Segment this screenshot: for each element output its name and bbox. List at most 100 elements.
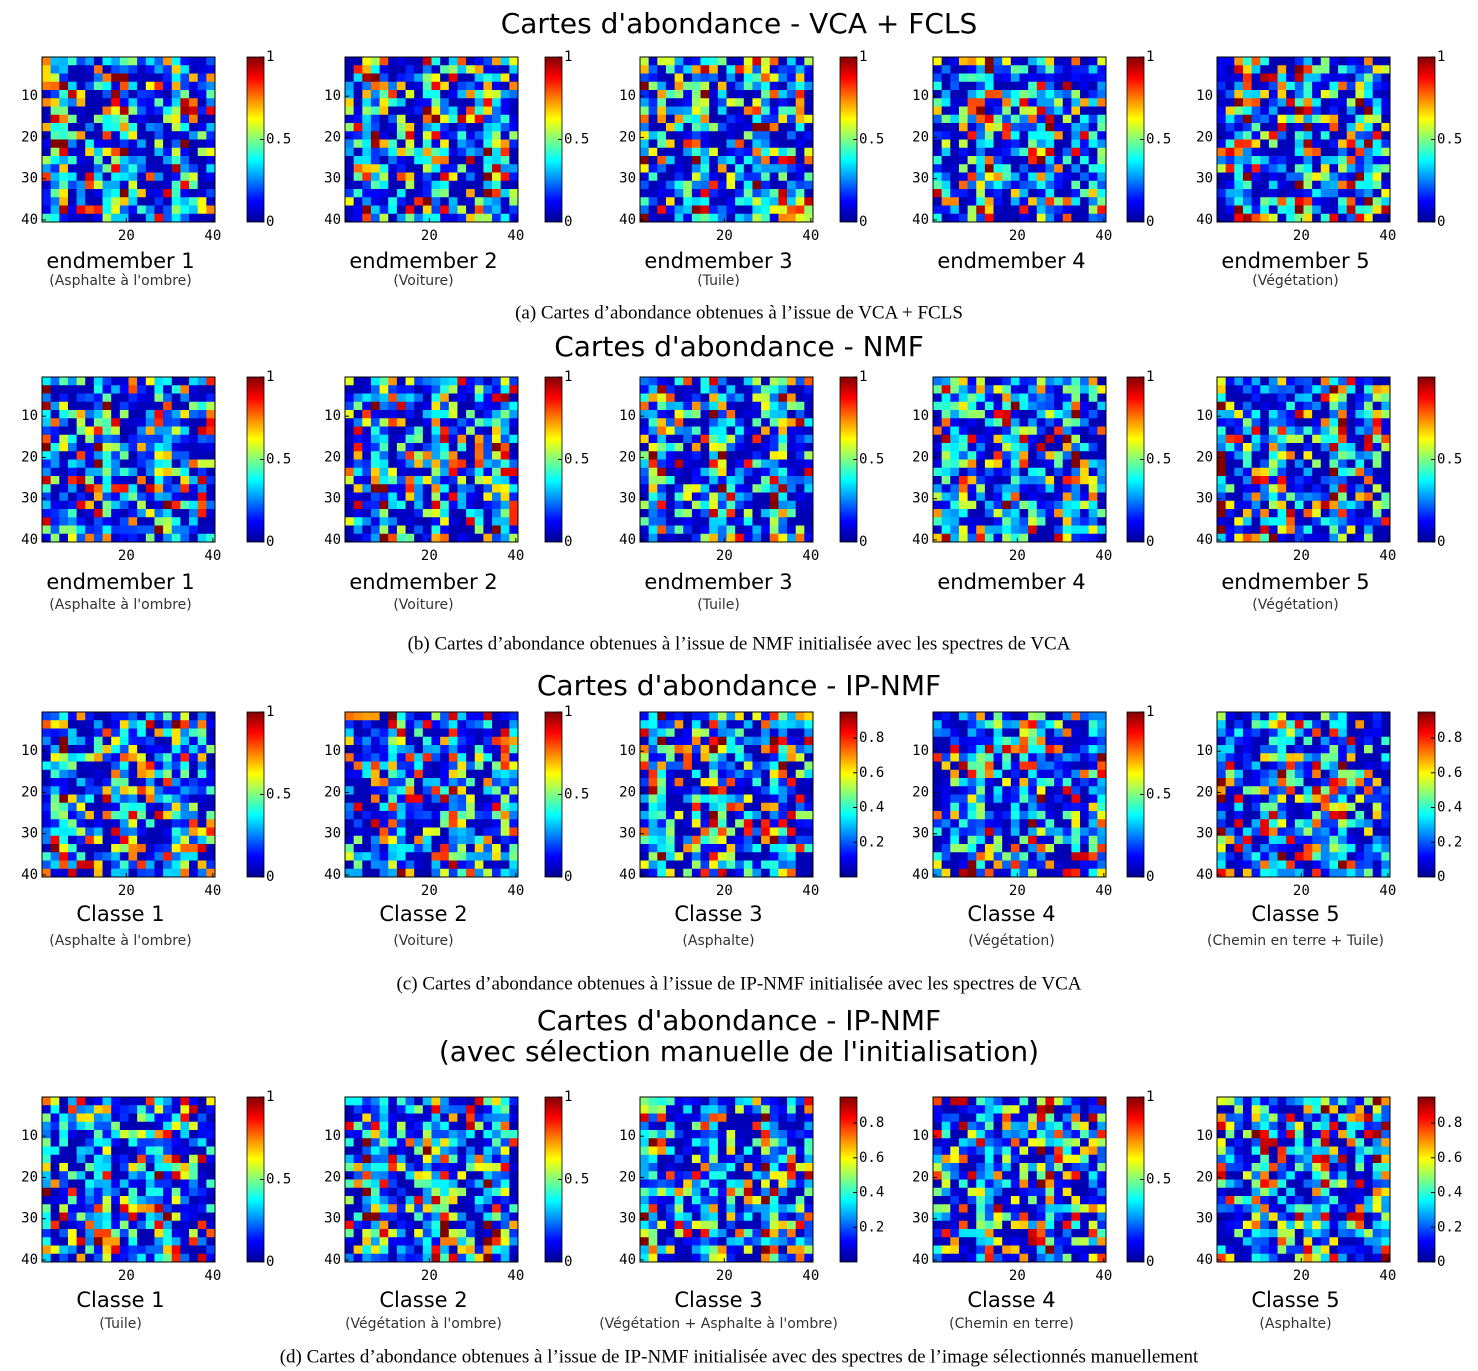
map-cell: [1002, 525, 1012, 535]
map-cell: [388, 484, 398, 493]
map-cell: [726, 156, 736, 165]
map-cell: [1312, 180, 1322, 190]
map-cell: [778, 131, 788, 140]
map-cell: [674, 459, 684, 469]
map-cell: [1312, 73, 1322, 83]
map-cell: [50, 844, 60, 853]
map-cell: [1260, 139, 1270, 149]
map-cell: [1010, 114, 1020, 124]
map-cell: [154, 778, 164, 787]
map-cell: [709, 73, 719, 83]
map-cell: [474, 728, 484, 738]
map-cell: [1062, 509, 1072, 518]
map-cell: [804, 106, 814, 116]
map-cell: [93, 393, 103, 403]
map-cell: [414, 393, 424, 403]
map-cell: [396, 189, 406, 198]
map-cell: [958, 197, 968, 206]
map-cell: [1010, 377, 1020, 386]
map-cell: [353, 525, 363, 535]
map-cell: [492, 90, 502, 99]
map-cell: [1088, 57, 1098, 66]
map-cell: [405, 492, 415, 502]
map-cell: [466, 492, 476, 502]
map-cell: [1355, 525, 1365, 535]
map-cell: [492, 81, 502, 91]
map-cell: [388, 197, 398, 206]
map-cell: [958, 476, 968, 485]
map-cell: [59, 827, 69, 837]
map-cell: [657, 98, 667, 107]
map-cell: [483, 525, 493, 535]
map-cell: [111, 736, 121, 746]
map-cell: [1320, 426, 1330, 436]
map-cell: [984, 172, 994, 182]
map-cell: [1251, 401, 1261, 411]
map-cell: [500, 533, 510, 543]
map-cell: [735, 418, 745, 427]
map-frame: [1216, 376, 1391, 543]
map-cell: [379, 172, 389, 182]
map-cell: [180, 147, 190, 157]
map-cell: [1071, 65, 1081, 74]
map-cell: [787, 484, 797, 493]
map-cell: [665, 377, 675, 386]
map-cell: [492, 467, 502, 477]
map-cell: [958, 73, 968, 83]
map-cell: [1320, 476, 1330, 485]
map-cell: [448, 401, 458, 411]
map-cell: [1054, 180, 1064, 190]
map-cell: [59, 81, 69, 91]
map-cell: [1234, 492, 1244, 502]
map-cell: [950, 426, 960, 436]
map-cell: [1036, 172, 1046, 182]
map-cell: [396, 712, 406, 721]
map-cell: [665, 189, 675, 198]
map-cell: [761, 525, 771, 535]
map-cell: [700, 156, 710, 165]
map-cell: [1381, 393, 1391, 403]
map-cell: [457, 827, 467, 837]
map-cell: [67, 139, 77, 149]
map-cell: [405, 720, 415, 729]
map-cell: [422, 802, 432, 812]
map-cell: [163, 172, 173, 182]
map-cell: [984, 164, 994, 173]
map-cell: [474, 172, 484, 182]
map-cell: [1019, 197, 1029, 206]
map-cell: [1062, 401, 1072, 411]
map-cell: [674, 81, 684, 91]
map-cell: [717, 156, 727, 165]
map-cell: [683, 65, 693, 74]
map-cell: [1286, 484, 1296, 493]
map-cell: [431, 393, 441, 403]
map-cell: [1045, 476, 1055, 485]
map-cell: [1320, 401, 1330, 411]
map-cell: [1268, 139, 1278, 149]
x-tick-label: 40: [1379, 548, 1396, 564]
map-cell: [1260, 90, 1270, 99]
map-cell: [665, 205, 675, 215]
map-cell: [967, 401, 977, 411]
map-cell: [509, 802, 519, 812]
map-cell: [431, 492, 441, 502]
map-cell: [691, 57, 701, 66]
map-cell: [457, 484, 467, 493]
map-cell: [93, 189, 103, 198]
map-cell: [500, 213, 510, 223]
map-cell: [431, 778, 441, 787]
map-cell: [457, 533, 467, 543]
map-cell: [85, 852, 95, 861]
map-cell: [345, 467, 355, 477]
map-cell: [950, 98, 960, 107]
map-cell: [362, 434, 372, 444]
map-cell: [42, 517, 52, 526]
map-cell: [1329, 65, 1339, 74]
map-cell: [1286, 156, 1296, 165]
colorbar-tick-label: 0: [1437, 214, 1445, 230]
map-cell: [197, 426, 207, 436]
map-cell: [492, 172, 502, 182]
map-cell: [189, 156, 199, 165]
map-cell: [42, 736, 52, 746]
map-cell: [1062, 385, 1072, 394]
